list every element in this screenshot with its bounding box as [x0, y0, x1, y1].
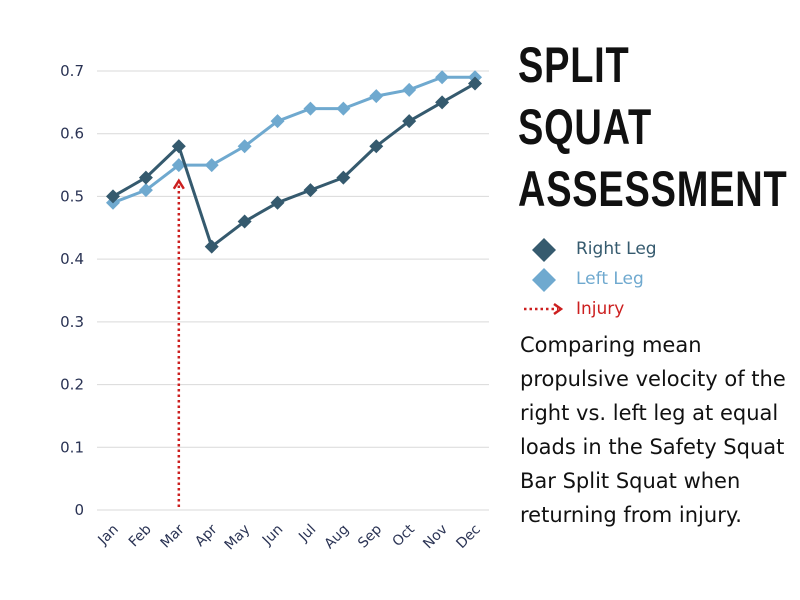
- x-tick-label-oct: Oct: [390, 521, 419, 550]
- title-line-2: SQUAT: [518, 99, 652, 155]
- series-line-right-leg: [112, 82, 476, 249]
- data-point-right-leg-oct: [402, 114, 417, 129]
- x-tick-label-may: May: [222, 522, 254, 554]
- x-tick-label-nov: Nov: [420, 522, 451, 553]
- x-tick-label-feb: Feb: [126, 521, 155, 550]
- legend-label-injury: Injury: [576, 299, 625, 319]
- y-tick-label-0: 0: [74, 501, 84, 519]
- data-point-left-leg-jul: [303, 101, 318, 116]
- y-tick-label-4: 0.4: [60, 250, 84, 268]
- y-axis-ticks: 0 0.1 0.2 0.3 0.4 0.5 0.6 0.7: [60, 62, 84, 519]
- x-tick-label-dec: Dec: [453, 522, 483, 552]
- y-tick-label-5: 0.5: [60, 187, 84, 205]
- x-tick-label-mar: Mar: [158, 521, 188, 551]
- data-point-right-leg-jun: [270, 195, 285, 210]
- data-point-left-leg-oct: [402, 82, 417, 97]
- y-tick-label-6: 0.6: [60, 125, 84, 143]
- legend-label-left-leg: Left Leg: [576, 269, 644, 289]
- chart-description: Comparing mean propulsive velocity of th…: [520, 333, 786, 527]
- data-point-left-leg-may: [237, 139, 252, 154]
- x-tick-label-jun: Jun: [259, 522, 286, 549]
- data-point-left-leg-nov: [435, 70, 450, 85]
- y-tick-label-7: 0.7: [60, 62, 84, 80]
- data-point-right-leg-sep: [369, 139, 384, 154]
- data-point-right-leg-aug: [336, 170, 351, 185]
- injury-arrow-head: [172, 178, 185, 190]
- y-tick-label-3: 0.3: [60, 313, 84, 331]
- legend-diamond-icon-left-leg: [532, 268, 556, 292]
- data-point-right-leg-mar: [171, 139, 186, 154]
- title-line-3: ASSESSMENT: [518, 161, 788, 217]
- y-tick-label-2: 0.2: [60, 376, 84, 394]
- chart-title: SPLIT SQUAT ASSESSMENT: [518, 34, 788, 220]
- x-tick-label-sep: Sep: [355, 521, 385, 551]
- legend-item-left-leg: Left Leg: [524, 266, 794, 296]
- data-point-right-leg-nov: [435, 95, 450, 110]
- series-line-left-leg: [112, 75, 475, 205]
- legend: Right Leg Left Leg Injury: [524, 236, 794, 326]
- data-point-left-leg-jun: [270, 114, 285, 129]
- line-chart: 00.10.20.30.40.50.60.7 Jan Feb Mar Apr May Ju…: [60, 62, 489, 553]
- legend-label-right-leg: Right Leg: [576, 239, 657, 259]
- data-point-right-leg-jan: [106, 189, 120, 204]
- data-point-left-leg-aug: [336, 101, 351, 116]
- injury-annotation: [172, 178, 185, 507]
- data-point-right-leg-dec: [468, 76, 482, 91]
- y-tick-label-1: 0.1: [60, 438, 84, 456]
- legend-dotted-arrow-icon: [524, 302, 564, 316]
- data-point-right-leg-feb: [138, 170, 153, 185]
- x-tick-label-jan: Jan: [95, 522, 122, 549]
- x-tick-label-aug: Aug: [322, 522, 353, 553]
- x-axis-ticks: Jan Feb Mar Apr May Jun Jul Aug Sep Oct Nov Dec: [95, 521, 484, 553]
- x-tick-label-apr: Apr: [192, 521, 221, 550]
- legend-item-right-leg: Right Leg: [524, 236, 794, 266]
- data-point-right-leg-jul: [303, 183, 318, 198]
- data-point-right-leg-may: [237, 214, 252, 229]
- data-point-left-leg-feb: [138, 183, 153, 198]
- gridlines: [97, 70, 489, 511]
- data-point-left-leg-sep: [369, 89, 384, 104]
- legend-diamond-icon-right-leg: [532, 238, 556, 262]
- legend-item-injury: Injury: [524, 296, 794, 326]
- x-tick-label-jul: Jul: [295, 522, 319, 546]
- title-line-1: SPLIT: [518, 37, 630, 93]
- series-lines: [106, 70, 482, 254]
- data-point-left-leg-apr: [204, 158, 219, 173]
- data-point-right-leg-apr: [204, 239, 219, 254]
